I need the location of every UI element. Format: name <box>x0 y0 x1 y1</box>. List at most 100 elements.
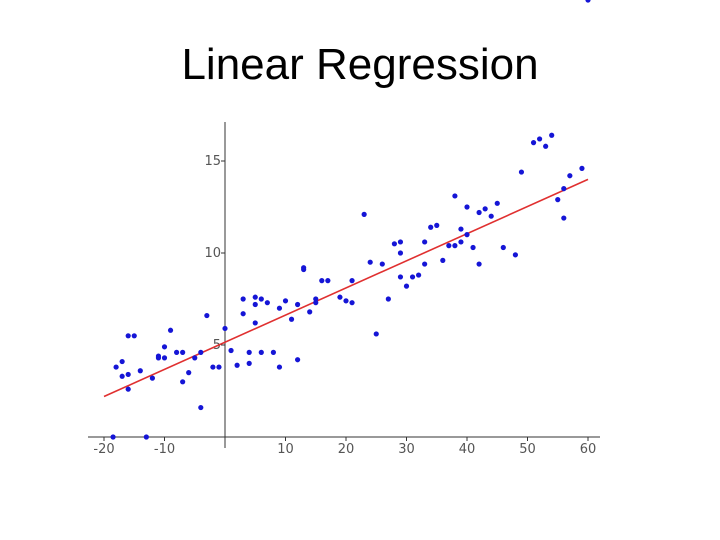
data-point <box>307 309 313 315</box>
data-point <box>464 204 470 210</box>
data-point <box>252 301 258 308</box>
data-point <box>125 333 131 339</box>
data-point <box>530 140 537 146</box>
data-point <box>276 305 283 311</box>
data-point <box>198 349 204 355</box>
y-tick-label: 10 <box>204 246 221 261</box>
data-point <box>512 252 519 258</box>
data-point <box>240 296 246 302</box>
data-point <box>403 283 410 289</box>
y-tick-label: 15 <box>204 154 221 169</box>
data-point <box>367 259 373 265</box>
data-point <box>258 349 264 355</box>
data-point <box>549 132 555 138</box>
data-point <box>416 272 422 278</box>
data-point <box>246 349 252 355</box>
data-point <box>276 364 283 370</box>
data-point <box>470 244 476 251</box>
data-point <box>131 333 137 339</box>
data-point <box>192 355 198 361</box>
x-tick-label: 20 <box>338 442 355 457</box>
data-point <box>397 274 404 280</box>
x-tick-label: 60 <box>580 442 597 457</box>
data-point <box>295 357 301 363</box>
data-point <box>579 165 585 171</box>
data-point <box>518 169 525 175</box>
data-point <box>585 0 591 3</box>
x-tick-label: 30 <box>398 442 415 457</box>
data-point <box>537 136 543 142</box>
data-point <box>301 265 307 271</box>
data-point <box>409 274 416 280</box>
data-point <box>561 215 567 221</box>
data-point <box>119 358 125 365</box>
data-point <box>110 434 116 440</box>
data-point <box>434 222 440 228</box>
data-point <box>186 370 192 376</box>
data-point <box>137 368 143 374</box>
data-point <box>252 294 258 300</box>
data-point <box>349 278 355 284</box>
data-point <box>180 379 186 385</box>
data-point <box>180 349 186 355</box>
data-point <box>379 261 385 267</box>
data-point <box>494 200 500 206</box>
data-point <box>210 364 216 370</box>
data-point <box>113 364 119 370</box>
x-tick-label: -10 <box>154 442 175 457</box>
data-point <box>252 320 258 326</box>
data-point <box>288 316 295 322</box>
data-point <box>313 296 319 302</box>
data-point <box>567 173 573 179</box>
data-point <box>204 312 210 319</box>
data-point <box>458 239 464 245</box>
x-tick-label: 40 <box>459 442 476 457</box>
data-point <box>161 344 168 350</box>
data-point <box>422 239 428 245</box>
data-point <box>476 209 482 216</box>
data-point <box>228 347 234 354</box>
data-point <box>385 296 391 302</box>
data-point <box>234 362 240 368</box>
data-point <box>198 404 204 411</box>
data-point <box>295 301 301 308</box>
data-point <box>488 213 494 219</box>
data-point <box>270 349 276 355</box>
data-point <box>258 296 264 302</box>
data-point <box>343 298 349 304</box>
data-point <box>397 250 404 256</box>
data-point <box>125 386 131 392</box>
data-point <box>476 261 482 267</box>
data-point <box>240 311 246 317</box>
chart-title: Linear Regression <box>181 40 539 89</box>
data-point <box>337 294 343 300</box>
data-point <box>264 300 270 306</box>
data-point <box>216 364 222 370</box>
data-point <box>440 257 446 263</box>
data-point <box>167 327 174 333</box>
data-point <box>155 355 162 361</box>
data-point <box>452 243 458 249</box>
data-point <box>464 232 470 238</box>
data-point <box>391 241 397 247</box>
data-point <box>282 298 289 304</box>
data-point <box>373 331 379 337</box>
data-point <box>543 143 549 149</box>
data-point <box>452 193 458 199</box>
data-point <box>555 197 561 203</box>
data-point <box>149 375 155 381</box>
data-point <box>422 261 428 267</box>
x-tick-label: 10 <box>277 442 294 457</box>
regression-line <box>103 178 589 398</box>
data-point <box>482 206 488 212</box>
data-point <box>246 360 252 366</box>
data-point <box>222 325 228 332</box>
data-point <box>161 355 168 361</box>
data-point <box>561 186 567 192</box>
x-tick-label: -20 <box>93 442 114 457</box>
data-point <box>397 239 404 245</box>
data-point <box>446 243 452 249</box>
data-point <box>458 226 464 232</box>
data-point <box>125 371 131 378</box>
